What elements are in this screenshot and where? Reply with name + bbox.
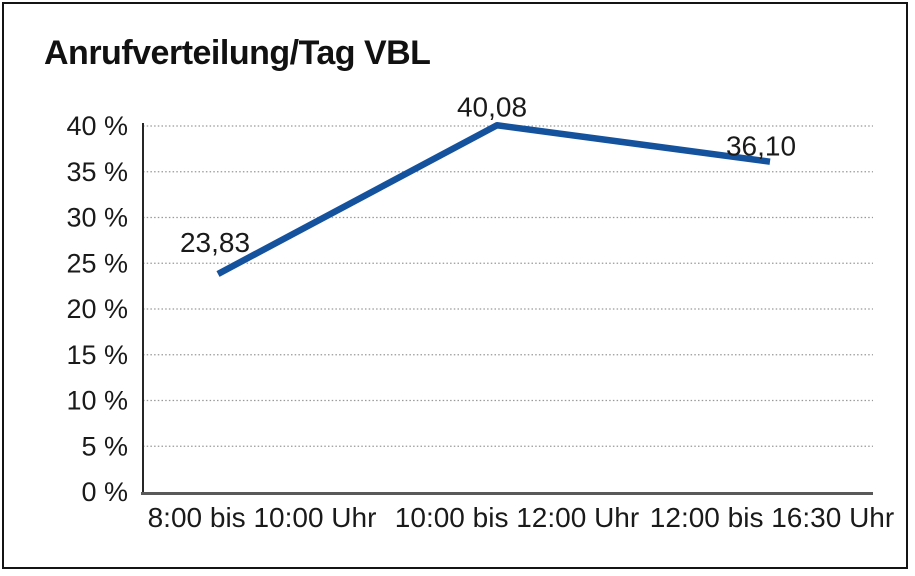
- y-tick-label: 15 %: [66, 340, 128, 370]
- y-tick-label: 40 %: [66, 111, 128, 141]
- y-tick-label: 20 %: [66, 294, 128, 324]
- y-tick-label: 10 %: [66, 386, 128, 416]
- y-tick-label: 30 %: [66, 203, 128, 233]
- data-point-label: 40,08: [457, 91, 527, 122]
- y-tick-label: 0 %: [81, 477, 128, 507]
- chart-title: Anrufverteilung/Tag VBL: [44, 34, 431, 72]
- y-tick-label: 25 %: [66, 248, 128, 278]
- x-category-label: 8:00 bis 10:00 Uhr: [148, 502, 377, 533]
- x-category-label: 12:00 bis 16:30 Uhr: [650, 502, 894, 533]
- y-tick-label: 35 %: [66, 157, 128, 187]
- chart-frame: Anrufverteilung/Tag VBL: [2, 2, 908, 569]
- y-tick-label: 5 %: [81, 431, 128, 461]
- series-line: [216, 122, 771, 277]
- data-point-label: 36,10: [726, 131, 796, 162]
- x-category-label: 10:00 bis 12:00 Uhr: [395, 502, 639, 533]
- data-point-label: 23,83: [180, 227, 250, 258]
